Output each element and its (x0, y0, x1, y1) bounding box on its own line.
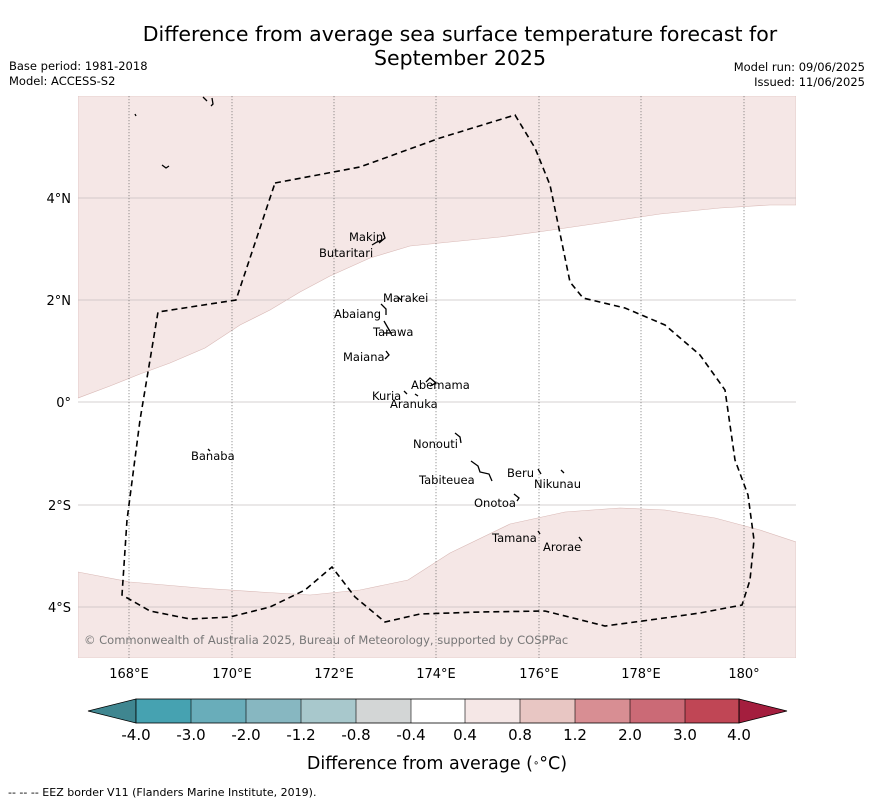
island-nonouti (454, 432, 462, 444)
colorbar-bin-10 (630, 699, 685, 723)
colorbar-tick: 2.0 (618, 726, 642, 744)
colorbar-label: Difference from average (∘°C) (307, 754, 567, 774)
label-beru: Beru (507, 466, 534, 480)
colorbar-bin-8 (520, 699, 575, 723)
label-nonouti: Nonouti (413, 437, 458, 451)
island-nikunau (560, 469, 565, 474)
colorbar-tick: 1.2 (563, 726, 587, 744)
island-tabiteuea (470, 460, 493, 482)
colorbar-tick: -4.0 (121, 726, 150, 744)
label-aranuka: Aranuka (390, 397, 438, 411)
lat-label-2s: 2°S (48, 499, 71, 514)
colorbar-bin-5 (356, 699, 411, 723)
label-butaritari: Butaritari (319, 246, 373, 260)
island-butaritari (371, 239, 383, 246)
colorbar-tick: 0.4 (453, 726, 477, 744)
lon-label-172e: 172°E (314, 667, 354, 682)
colorbar-bin-1 (136, 699, 191, 723)
colorbar-tick-labels: -4.0 -3.0 -2.0 -1.2 -0.8 -0.4 0.4 0.8 1.… (121, 726, 751, 744)
colorbar-over (738, 698, 788, 724)
label-abemama: Abemama (411, 378, 470, 392)
base-period: Base period: 1981-2018 (9, 59, 148, 73)
reef-nw-2 (134, 113, 137, 117)
colorbar: -4.0 -3.0 -2.0 -1.2 -0.8 -0.4 0.4 0.8 1.… (87, 698, 788, 774)
label-tabiteuea: Tabiteuea (418, 473, 475, 487)
island-abemama (425, 377, 438, 387)
colorbar-tick: -3.0 (176, 726, 205, 744)
anomaly-region-south (78, 507, 796, 658)
copyright-notice: © Commonwealth of Australia 2025, Bureau… (84, 633, 568, 647)
gridlines (78, 96, 796, 658)
title-line-1: Difference from average sea surface temp… (142, 22, 778, 46)
colorbar-bin-9 (575, 699, 630, 723)
island-beru (537, 468, 542, 475)
label-tarawa: Tarawa (372, 325, 413, 339)
colorbar-bin-11 (685, 699, 739, 723)
label-abaiang: Abaiang (334, 307, 381, 321)
map-panel: Makin Butaritari Marakei Abaiang Tarawa … (78, 96, 796, 658)
colorbar-bin-4 (301, 699, 356, 723)
colorbar-tick: -1.2 (286, 726, 315, 744)
anomaly-region-north (78, 96, 796, 399)
label-maiana: Maiana (343, 350, 385, 364)
lat-label-0: 0° (56, 396, 71, 411)
island-tarawa (383, 320, 393, 334)
lat-label-4n: 4°N (47, 192, 72, 207)
lon-label-178e: 178°E (621, 667, 661, 682)
colorbar-tick: 0.8 (508, 726, 532, 744)
island-arorae (578, 536, 583, 542)
label-marakei: Marakei (383, 291, 428, 305)
reef-nw-1 (202, 96, 214, 107)
island-aranuka (414, 393, 419, 397)
lon-label-180: 180° (728, 667, 759, 682)
colorbar-tick: 4.0 (727, 726, 751, 744)
model-run: Model run: 09/06/2025 (733, 60, 865, 74)
label-kuria: Kuria (372, 389, 401, 403)
colorbar-tick: 3.0 (673, 726, 697, 744)
longitude-labels: 168°E 170°E 172°E 174°E 176°E 178°E 180° (109, 667, 759, 682)
lon-label-170e: 170°E (212, 667, 252, 682)
island-maiana (384, 350, 390, 360)
lon-label-176e: 176°E (519, 667, 559, 682)
colorbar-under (87, 698, 137, 724)
label-arorae: Arorae (543, 540, 581, 554)
colorbar-bin-3 (246, 699, 301, 723)
latitude-labels: 4°N 2°N 0° 2°S 4°S (47, 192, 72, 616)
model-name: Model: ACCESS-S2 (9, 74, 116, 88)
island-kuria (403, 390, 408, 395)
label-banaba: Banaba (191, 449, 235, 463)
colorbar-tick: -0.4 (396, 726, 425, 744)
colorbar-bin-2 (191, 699, 246, 723)
base-info: Base period: 1981-2018 Model: ACCESS-S2 (9, 59, 148, 89)
lat-label-2n: 2°N (47, 294, 72, 309)
island-tamana (537, 530, 541, 535)
colorbar-bin-6 (411, 699, 465, 723)
island-banaba (207, 448, 211, 452)
label-onotoa: Onotoa (474, 496, 516, 510)
island-abaiang (380, 303, 387, 315)
run-info: Model run: 09/06/2025 Issued: 11/06/2025 (734, 60, 865, 90)
label-makin: Makin (349, 230, 383, 244)
label-tamana: Tamana (491, 531, 537, 545)
lat-label-4s: 4°S (48, 601, 71, 616)
place-labels: Makin Butaritari Marakei Abaiang Tarawa … (191, 230, 581, 554)
islands (134, 96, 583, 542)
label-nikunau: Nikunau (534, 477, 581, 491)
colorbar-tick: -0.8 (341, 726, 370, 744)
issued-date: Issued: 11/06/2025 (754, 75, 865, 89)
lon-label-174e: 174°E (416, 667, 456, 682)
island-makin (378, 231, 386, 244)
lon-label-168e: 168°E (109, 667, 149, 682)
title-line-2: September 2025 (374, 46, 546, 70)
island-onotoa (513, 493, 520, 502)
colorbar-bin-7 (465, 699, 520, 723)
eez-footnote: -- -- -- EEZ border V11 (Flanders Marine… (8, 786, 317, 799)
colorbar-tick: -2.0 (231, 726, 260, 744)
reef-nw-3 (161, 164, 170, 169)
chart-title: Difference from average sea surface temp… (60, 22, 860, 70)
island-marakei (397, 296, 402, 301)
